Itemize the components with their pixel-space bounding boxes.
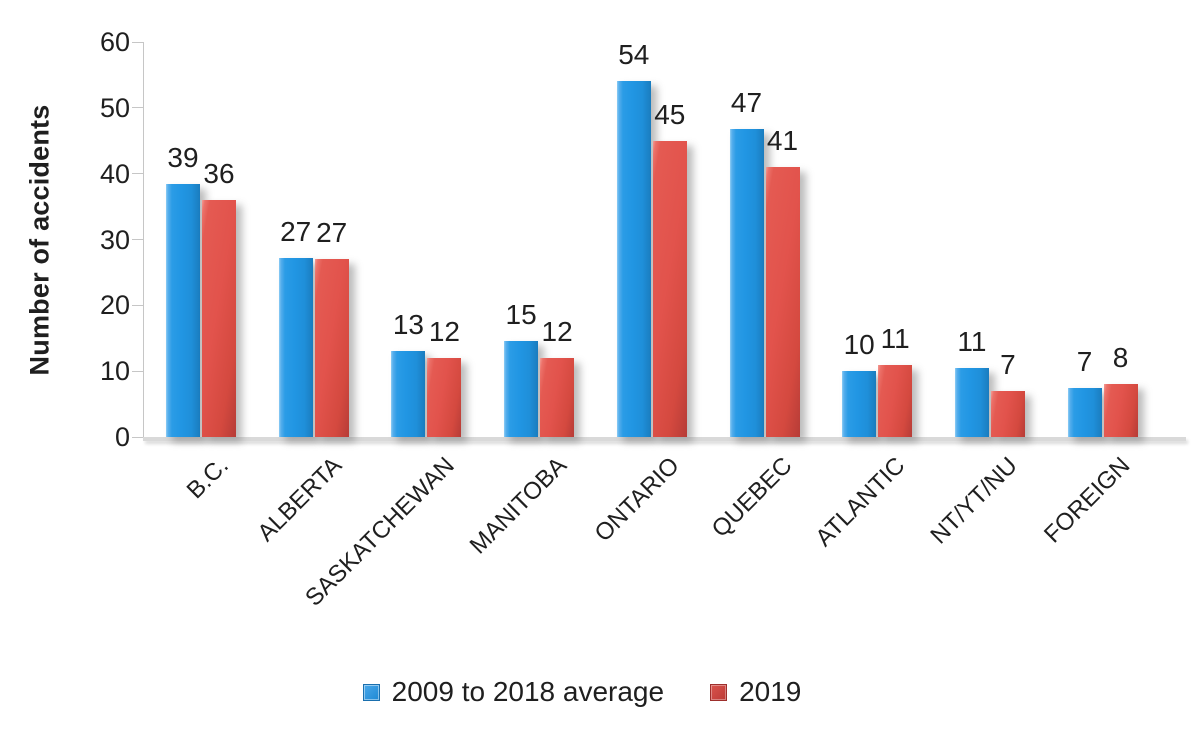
value-label-2009-to-2018-average-atlantic: 10 xyxy=(843,329,875,360)
y-tick-label-10: 10 xyxy=(99,356,130,387)
legend-item-2009-2018-average: 2009 to 2018 average xyxy=(362,676,665,708)
x-axis-label-b-c: B.C. xyxy=(181,452,235,505)
value-label-2019-nt-yt-nu: 7 xyxy=(1000,349,1016,380)
x-axis-label-nt-yt-nu: NT/YT/NU xyxy=(925,452,1023,550)
bar-2009-to-2018-average-foreign xyxy=(1067,388,1102,437)
value-label-2019-ontario: 45 xyxy=(654,99,686,130)
value-label-2019-b-c: 36 xyxy=(203,158,235,189)
bar-2009-to-2018-average-manitoba xyxy=(504,341,539,437)
x-axis-label-foreign: FOREIGN xyxy=(1039,452,1136,549)
y-tick-mark xyxy=(132,41,143,43)
value-label-2019-alberta: 27 xyxy=(316,217,348,248)
bar-2019-saskatchewan xyxy=(427,358,462,437)
legend-swatch-red xyxy=(710,683,728,701)
y-axis-title: Number of accidents xyxy=(24,104,55,376)
legend-label-2019: 2019 xyxy=(739,676,802,707)
value-label-2009-to-2018-average-ontario: 54 xyxy=(618,39,650,70)
bar-2019-manitoba xyxy=(540,358,575,437)
value-label-2019-saskatchewan: 12 xyxy=(428,316,460,347)
x-axis-label-ontario: ONTARIO xyxy=(589,452,685,548)
y-tick-mark xyxy=(132,239,143,240)
x-axis-label-atlantic: ATLANTIC xyxy=(810,452,911,552)
y-tick-mark xyxy=(132,436,143,438)
value-label-2009-to-2018-average-quebec: 47 xyxy=(730,87,763,118)
value-label-2009-to-2018-average-manitoba: 15 xyxy=(505,299,537,330)
value-label-2009-to-2018-average-nt-yt-nu: 11 xyxy=(957,326,987,357)
x-axis-label-alberta: ALBERTA xyxy=(251,452,347,547)
value-label-2009-to-2018-average-saskatchewan: 13 xyxy=(392,309,424,340)
value-label-2019-quebec: 41 xyxy=(766,125,799,156)
y-tick-mark xyxy=(132,107,143,109)
y-tick-label-20: 20 xyxy=(99,290,130,321)
y-tick-label-0: 0 xyxy=(114,422,130,452)
bar-2019-ontario xyxy=(652,141,687,437)
bar-2009-to-2018-average-nt-yt-nu xyxy=(954,368,989,437)
bar-2009-to-2018-average-ontario xyxy=(616,81,651,437)
bar-2009-to-2018-average-b-c xyxy=(166,184,200,437)
y-tick-label-30: 30 xyxy=(99,224,130,255)
legend-swatch-blue xyxy=(362,683,380,701)
value-label-2009-to-2018-average-b-c: 39 xyxy=(167,142,199,173)
bar-2019-foreign xyxy=(1103,384,1138,437)
bar-2019-alberta xyxy=(314,259,349,437)
x-axis-label-quebec: QUEBEC xyxy=(706,452,798,543)
value-label-2009-to-2018-average-foreign: 7 xyxy=(1076,346,1093,377)
bar-2009-to-2018-average-saskatchewan xyxy=(391,351,426,437)
bar-2009-to-2018-average-atlantic xyxy=(842,371,877,437)
bar-2019-quebec xyxy=(765,167,800,437)
y-tick-label-40: 40 xyxy=(99,158,130,189)
x-axis-baseline xyxy=(143,437,1186,441)
bar-2009-to-2018-average-alberta xyxy=(278,258,313,437)
bar-2019-b-c xyxy=(202,200,236,437)
x-axis-label-manitoba: MANITOBA xyxy=(464,452,573,560)
bar-2019-atlantic xyxy=(878,365,913,437)
y-tick-label-50: 50 xyxy=(99,92,130,123)
y-axis-line xyxy=(143,42,144,441)
bar-2009-to-2018-average-quebec xyxy=(729,129,764,437)
legend-item-2019: 2019 xyxy=(710,676,801,708)
legend-label-2009-2018-average: 2009 to 2018 average xyxy=(391,676,665,707)
value-label-2009-to-2018-average-alberta: 27 xyxy=(280,216,312,247)
bar-2019-nt-yt-nu xyxy=(990,391,1025,437)
value-label-2019-foreign: 8 xyxy=(1112,342,1129,373)
y-tick-mark xyxy=(132,173,143,175)
value-label-2019-manitoba: 12 xyxy=(541,316,573,347)
y-tick-mark xyxy=(132,304,143,306)
y-tick-label-60: 60 xyxy=(99,27,130,57)
legend: 2009 to 2018 average 2019 xyxy=(0,676,1182,708)
y-tick-mark xyxy=(132,370,143,372)
value-label-2019-atlantic: 11 xyxy=(880,323,910,354)
